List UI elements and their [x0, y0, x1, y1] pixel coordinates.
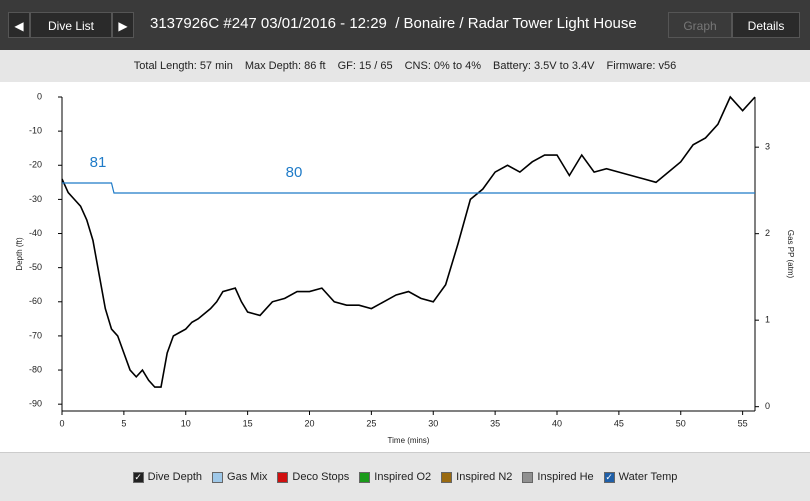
x-tick-label: 35 — [490, 418, 500, 428]
x-tick-label: 5 — [121, 418, 126, 428]
x-tick-label: 10 — [181, 418, 191, 428]
y-tick-label: -70 — [29, 330, 42, 340]
legend-checkbox[interactable] — [212, 471, 224, 483]
dive-list-button[interactable]: Dive List — [30, 12, 112, 38]
y2-axis-label: Gas PP (atm) — [786, 230, 795, 279]
summary-item: GF: 15 / 65 — [337, 60, 393, 72]
y2-tick-label: 0 — [765, 401, 770, 411]
summary-item: Total Length: 57 min — [133, 60, 233, 72]
legend-item[interactable]: Inspired N2 — [441, 471, 512, 483]
graph-tab[interactable]: Graph — [668, 12, 732, 38]
y-tick-label: 0 — [37, 91, 42, 101]
x-tick-label: 45 — [614, 418, 624, 428]
y-tick-label: -20 — [29, 160, 42, 170]
temp-line — [62, 182, 755, 194]
legend-item[interactable]: Gas Mix — [212, 471, 267, 483]
legend-checkbox[interactable] — [522, 471, 534, 483]
legend-label: Dive Depth — [147, 471, 203, 483]
legend-checkbox[interactable] — [277, 471, 289, 483]
legend-checkbox[interactable] — [441, 471, 453, 483]
y-tick-label: -60 — [29, 296, 42, 306]
depth-line — [61, 95, 756, 388]
x-tick-label: 30 — [428, 418, 438, 428]
summary-item: Max Depth: 86 ft — [244, 60, 326, 72]
y2-tick-label: 3 — [765, 142, 770, 152]
y-tick-label: -10 — [29, 126, 42, 136]
x-tick-label: 50 — [676, 418, 686, 428]
legend-item[interactable]: Deco Stops — [277, 471, 349, 483]
legend-item[interactable]: Inspired O2 — [359, 471, 431, 483]
x-tick-label: 40 — [552, 418, 562, 428]
legend: ✓ Dive Depth Gas Mix Deco Stops Inspired O2 I… — [0, 452, 810, 501]
legend-checkbox[interactable]: ✓ — [132, 471, 144, 483]
legend-label: Inspired He — [537, 471, 594, 483]
legend-item[interactable]: ✓ Dive Depth — [132, 471, 203, 483]
x-tick-label: 55 — [738, 418, 748, 428]
x-tick-label: 15 — [243, 418, 253, 428]
y-tick-label: -40 — [29, 228, 42, 238]
summary-item: CNS: 0% to 4% — [404, 60, 482, 72]
legend-checkbox[interactable]: ✓ — [603, 471, 615, 483]
summary-item: Battery: 3.5V to 3.4V — [493, 60, 595, 72]
legend-label: Gas Mix — [227, 471, 268, 483]
toolbar: ◀ Dive List ▶ 3137926C #247 03/01/2016 -… — [0, 0, 810, 50]
y-tick-label: -90 — [29, 399, 42, 409]
details-tab[interactable]: Details — [732, 12, 800, 38]
y-tick-label: -80 — [29, 364, 42, 374]
x-tick-label: 20 — [304, 418, 314, 428]
y2-tick-label: 2 — [765, 228, 770, 238]
temp-label: 81 — [90, 154, 107, 171]
temp-label: 80 — [286, 164, 303, 181]
summary-bar: Total Length: 57 min Max Depth: 86 ft GF: … — [0, 50, 810, 83]
dive-title: 3137926C #247 03/01/2016 - 12:29 / Bonai… — [150, 15, 637, 32]
y-tick-label: -30 — [29, 194, 42, 204]
prev-button[interactable]: ◀ — [8, 12, 30, 38]
legend-label: Water Temp — [618, 471, 678, 483]
summary-item: Firmware: v56 — [606, 60, 677, 72]
legend-label: Inspired N2 — [456, 471, 513, 483]
y-tick-label: -50 — [29, 262, 42, 272]
x-tick-label: 25 — [366, 418, 376, 428]
legend-label: Deco Stops — [292, 471, 350, 483]
x-tick-label: 0 — [59, 418, 64, 428]
legend-item[interactable]: Inspired He — [522, 471, 594, 483]
next-button[interactable]: ▶ — [112, 12, 134, 38]
x-axis-label: Time (mins) — [388, 436, 430, 445]
y-axis-label: Depth (ft) — [15, 237, 24, 271]
legend-item[interactable]: ✓ Water Temp — [603, 471, 678, 483]
legend-checkbox[interactable] — [359, 471, 371, 483]
y2-tick-label: 1 — [765, 315, 770, 325]
legend-label: Inspired O2 — [374, 471, 432, 483]
